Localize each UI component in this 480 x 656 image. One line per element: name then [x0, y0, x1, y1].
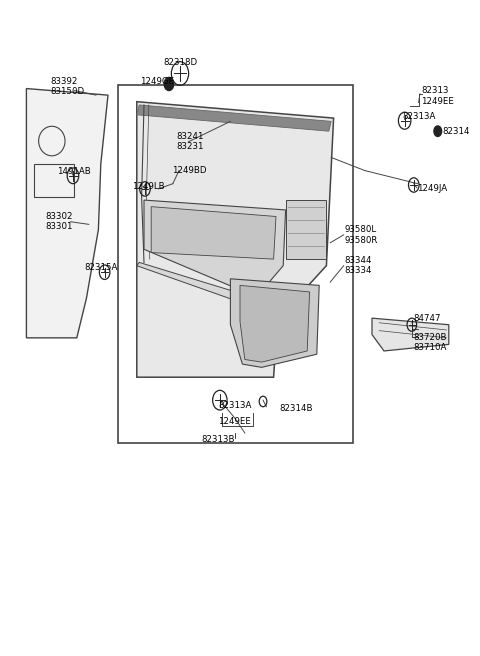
Polygon shape — [240, 285, 310, 362]
Text: 1249JA: 1249JA — [417, 184, 447, 194]
Text: 83302
83301: 83302 83301 — [46, 212, 73, 232]
Text: 1249EE: 1249EE — [218, 417, 251, 426]
Polygon shape — [137, 262, 278, 315]
Text: 83720B
83710A: 83720B 83710A — [414, 333, 447, 352]
Text: 1249GE: 1249GE — [140, 77, 175, 86]
Text: 82313B: 82313B — [202, 435, 235, 444]
Text: 84747: 84747 — [414, 314, 441, 323]
Text: 83241
83231: 83241 83231 — [177, 132, 204, 152]
Polygon shape — [26, 89, 108, 338]
Polygon shape — [230, 279, 319, 367]
Text: 1249EE: 1249EE — [421, 97, 454, 106]
Circle shape — [434, 126, 442, 136]
Text: 82313A: 82313A — [218, 401, 252, 410]
Bar — [34, 164, 74, 197]
Polygon shape — [144, 200, 286, 292]
Polygon shape — [137, 105, 331, 131]
Text: 83392
83150D: 83392 83150D — [50, 77, 84, 96]
Text: 83344
83334: 83344 83334 — [345, 256, 372, 276]
Text: 93580L
93580R: 93580L 93580R — [345, 225, 378, 245]
Polygon shape — [137, 102, 334, 377]
Text: 1249LB: 1249LB — [132, 182, 165, 192]
Text: 82314: 82314 — [443, 127, 470, 136]
Text: 82315A: 82315A — [84, 263, 118, 272]
Text: 1491AB: 1491AB — [57, 167, 90, 176]
Text: 82313A: 82313A — [402, 112, 436, 121]
Text: 82313: 82313 — [421, 86, 449, 95]
Bar — [118, 85, 353, 443]
Bar — [286, 200, 326, 259]
Circle shape — [164, 77, 174, 91]
Polygon shape — [372, 318, 449, 351]
Polygon shape — [151, 207, 276, 259]
Text: 82318D: 82318D — [163, 58, 197, 67]
Text: 82314B: 82314B — [279, 403, 313, 413]
Text: 1249BD: 1249BD — [172, 166, 206, 175]
